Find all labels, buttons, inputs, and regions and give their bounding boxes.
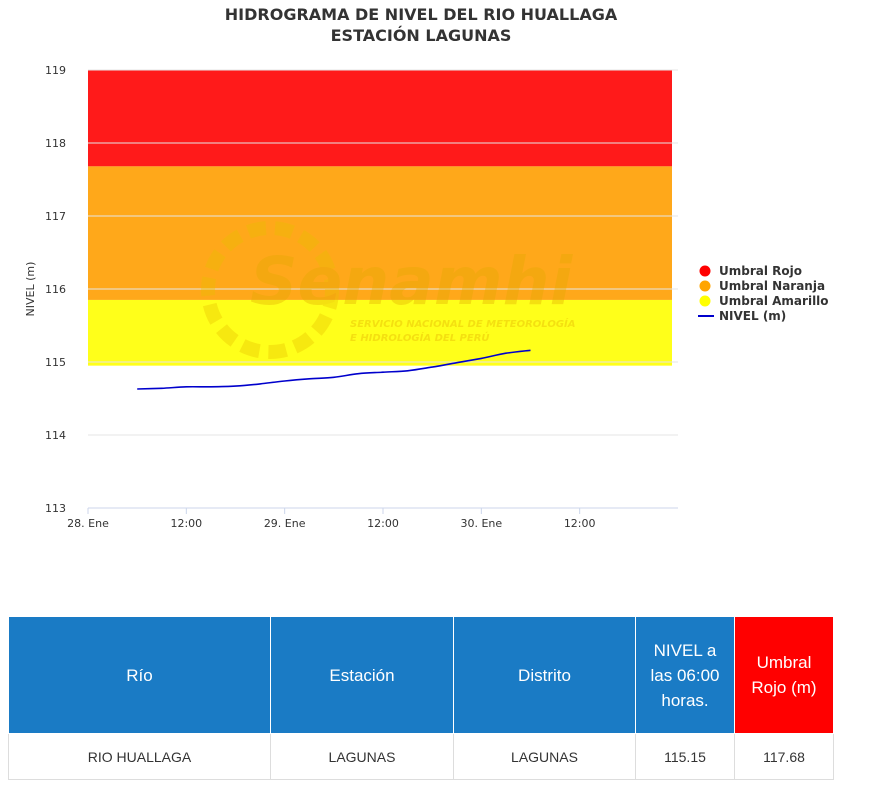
chart-subtitle: ESTACIÓN LAGUNAS [331,26,512,45]
y-tick-label-0: 113 [45,502,66,515]
series-layer [137,349,531,390]
legend-label-3[interactable]: NIVEL (m) [719,309,786,323]
legend-label-0[interactable]: Umbral Rojo [719,264,802,278]
y-tick-label-3: 116 [45,283,66,296]
cell-nivel: 115.15 [635,733,735,780]
threshold-band-1 [88,166,672,300]
sun-logo-icon [201,221,339,359]
threshold-band-0 [88,70,672,167]
x-axis-ticks: 28. Ene 12:00 29. Ene 12:00 30. Ene 12:00 [67,508,596,530]
cell-distrito: LAGUNAS [453,733,636,780]
legend-marker-0[interactable] [699,265,711,277]
watermark-line-2: E HIDROLOGÍA DEL PERÚ [350,331,490,344]
hydrograph-chart: HIDROGRAMA DE NIVEL DEL RIO HUALLAGA EST… [24,5,829,530]
y-tick-label-2: 115 [45,356,66,369]
threshold-bands [88,70,672,366]
x-tick-label-1: 12:00 [170,517,202,530]
legend-marker-2[interactable] [699,295,711,307]
y-tick-label-6: 119 [45,64,66,77]
header-umbral-rojo: Umbral Rojo (m) [734,616,834,734]
table-row: RIO HUALLAGA LAGUNAS LAGUNAS 115.15 117.… [8,733,834,780]
cell-umbral-rojo: 117.68 [734,733,834,780]
header-estacion: Estación [270,616,454,734]
cell-estacion: LAGUNAS [270,733,454,780]
x-tick-label-4: 30. Ene [460,517,502,530]
cell-rio: RIO HUALLAGA [8,733,271,780]
y-tick-label-4: 117 [45,210,66,223]
watermark-line-1: SERVICIO NACIONAL DE METEOROLOGÍA [350,317,576,330]
y-axis-ticks: 113 114 115 116 117 118 119 [45,64,66,515]
legend-marker-1[interactable] [699,280,711,292]
header-distrito: Distrito [453,616,636,734]
senamhi-watermark: Senamhi SERVICIO NACIONAL DE METEOROLOGÍ… [201,221,576,359]
y-axis-title: NIVEL (m) [24,262,37,317]
x-tick-label-2: 29. Ene [264,517,306,530]
x-tick-label-5: 12:00 [564,517,596,530]
x-tick-label-0: 28. Ene [67,517,109,530]
header-rio: Río [8,616,271,734]
station-table: Río Estación Distrito NIVEL a las 06:00 … [8,616,834,780]
legend-label-2[interactable]: Umbral Amarillo [719,294,829,308]
chart-title: HIDROGRAMA DE NIVEL DEL RIO HUALLAGA [225,5,618,24]
header-nivel: NIVEL a las 06:00 horas. [635,616,735,734]
watermark-wordmark: Senamhi [250,243,574,320]
x-tick-label-3: 12:00 [367,517,399,530]
y-tick-label-1: 114 [45,429,66,442]
series-line-0 [137,349,531,390]
y-tick-label-5: 118 [45,137,66,150]
threshold-band-2 [88,299,672,366]
legend-label-1[interactable]: Umbral Naranja [719,279,825,293]
